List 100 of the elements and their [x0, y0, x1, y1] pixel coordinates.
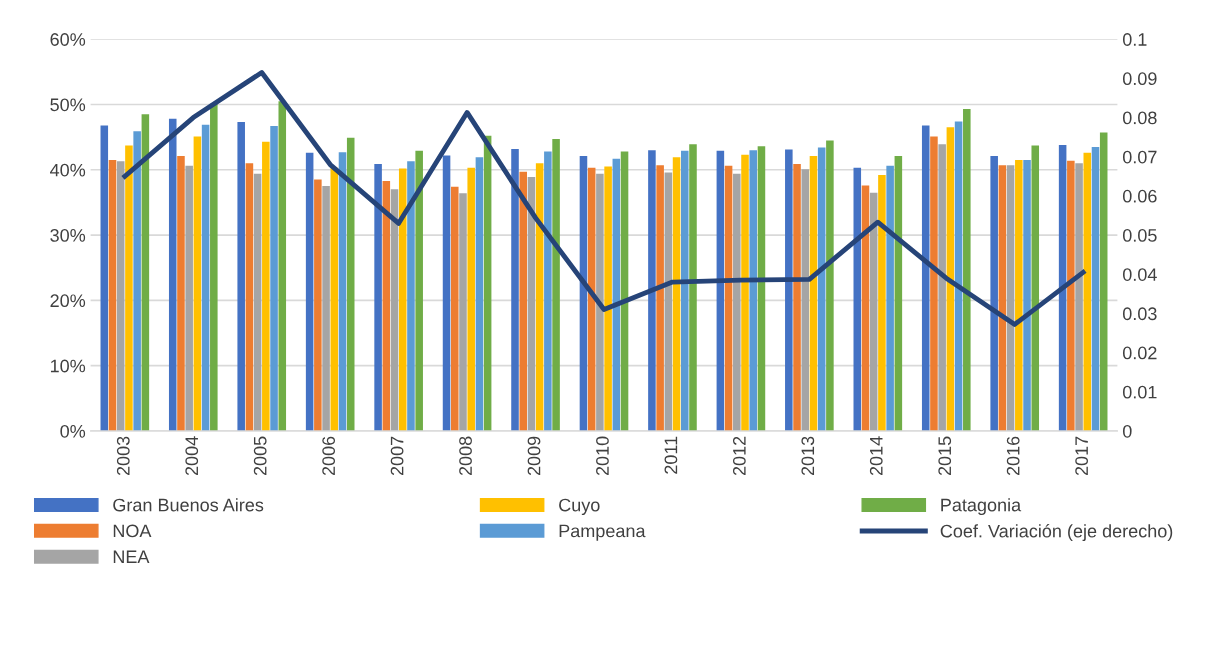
legend-label: Pampeana — [559, 524, 646, 541]
bar — [664, 172, 673, 431]
bar — [689, 144, 697, 431]
bar — [894, 156, 903, 431]
y-tick-label: 50% — [50, 98, 86, 112]
bar — [861, 185, 870, 431]
bar — [390, 189, 399, 431]
bar — [116, 161, 125, 431]
x-tick-label: 2005 — [253, 436, 267, 476]
bar — [1067, 160, 1075, 431]
bar — [535, 163, 544, 431]
y-tick-label: 10% — [50, 359, 86, 373]
bar — [869, 192, 878, 431]
bar — [210, 103, 218, 431]
y-tick-label: 30% — [50, 229, 86, 242]
bar — [475, 157, 484, 431]
y2-tick-label: 0.09 — [1122, 72, 1157, 86]
y2-tick-label: 0 — [1122, 424, 1132, 438]
bar — [415, 150, 423, 431]
bar — [681, 150, 689, 431]
y2-tick-label: 0.02 — [1122, 346, 1157, 360]
bar — [511, 148, 519, 431]
bar — [1031, 145, 1040, 431]
bar — [168, 118, 177, 431]
bar — [1091, 146, 1100, 431]
bar — [946, 127, 955, 431]
bar — [133, 131, 141, 431]
bar — [793, 163, 801, 431]
bar — [672, 157, 681, 431]
bar — [785, 149, 793, 431]
bar — [278, 101, 287, 431]
bar — [245, 163, 254, 431]
bar — [450, 186, 459, 431]
bar — [177, 156, 185, 431]
x-tick-label: 2007 — [390, 436, 404, 476]
bar — [954, 121, 963, 431]
bar — [656, 165, 664, 431]
legend-label: Gran Buenos Aires — [113, 498, 264, 512]
y2-tick-label: 0.04 — [1122, 268, 1157, 281]
y-tick-label: 20% — [50, 294, 86, 308]
x-tick-label: 2013 — [801, 436, 815, 476]
bar — [262, 141, 270, 431]
x-tick-label: 2008 — [459, 436, 472, 476]
bar — [552, 139, 560, 431]
bar — [382, 180, 391, 431]
bar — [398, 168, 407, 431]
bar — [1083, 152, 1092, 431]
bar — [620, 151, 629, 431]
legend-label: Coef. Variación (eje derecho) — [940, 524, 1173, 542]
bar — [757, 146, 766, 431]
bar — [878, 175, 886, 431]
bar — [459, 193, 467, 431]
bar — [108, 159, 117, 431]
x-tick-label: 2004 — [185, 436, 199, 476]
y2-tick-label: 0.1 — [1122, 33, 1147, 46]
bar — [330, 167, 339, 431]
y2-tick-label: 0.08 — [1122, 111, 1157, 125]
bar — [749, 150, 758, 431]
y2-tick-label: 0.06 — [1122, 189, 1157, 203]
bar — [270, 126, 278, 431]
x-tick-label: 2006 — [322, 436, 336, 476]
bar — [733, 173, 741, 431]
x-tick-label: 2009 — [527, 436, 541, 476]
bar — [930, 136, 938, 431]
y-tick-label: 40% — [50, 163, 86, 177]
bar — [467, 167, 475, 431]
bar — [1023, 159, 1031, 431]
x-tick-label: 2016 — [1006, 436, 1020, 476]
bar — [338, 152, 347, 431]
bar — [853, 167, 862, 431]
x-tick-label: 2014 — [869, 436, 883, 476]
bar — [141, 114, 150, 431]
y2-tick-label: 0.07 — [1122, 150, 1157, 164]
bar — [407, 161, 415, 431]
bar — [724, 165, 733, 431]
bar — [938, 144, 946, 431]
x-tick-label: 2010 — [596, 436, 609, 476]
bar — [1058, 144, 1067, 431]
bar — [193, 136, 202, 431]
bar — [801, 169, 810, 431]
bar — [1075, 163, 1083, 431]
bar — [579, 156, 588, 431]
y2-tick-label: 0.05 — [1122, 229, 1157, 242]
bar — [519, 171, 527, 431]
bar — [963, 109, 971, 431]
bar — [826, 140, 834, 431]
x-tick-label: 2017 — [1075, 436, 1089, 476]
bar — [817, 147, 826, 431]
x-tick-label: 2011 — [664, 436, 678, 474]
x-tick-label: 2015 — [938, 436, 952, 476]
legend-label: NOA — [113, 524, 152, 538]
bar — [305, 152, 314, 431]
bar — [604, 166, 612, 431]
x-tick-label: 2003 — [116, 436, 130, 476]
line-series — [122, 70, 1086, 327]
bar — [314, 179, 322, 431]
bar — [998, 165, 1007, 431]
bar — [253, 173, 262, 431]
bar — [201, 124, 210, 431]
bar — [612, 158, 621, 431]
